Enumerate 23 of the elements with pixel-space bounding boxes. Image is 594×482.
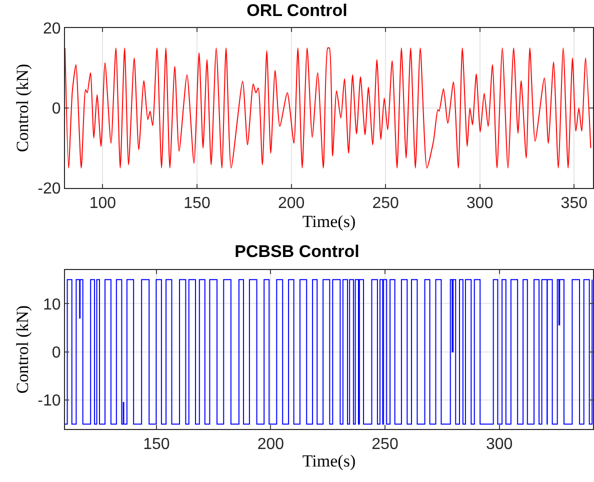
chart-title: ORL Control bbox=[246, 0, 348, 20]
x-tick-label: 100 bbox=[89, 195, 116, 212]
chart-title: PCBSB Control bbox=[234, 242, 360, 261]
x-tick-label: 150 bbox=[184, 195, 210, 212]
x-tick-label: 200 bbox=[278, 195, 305, 212]
y-tick-label: 0 bbox=[52, 344, 61, 362]
x-tick-label: 250 bbox=[372, 436, 398, 454]
x-axis-title: Time(s) bbox=[302, 452, 356, 471]
x-axis-title: Time(s) bbox=[302, 212, 356, 232]
x-tick-label: 250 bbox=[372, 195, 400, 212]
x-tick-label: 300 bbox=[466, 195, 494, 212]
y-tick-label: 10 bbox=[43, 296, 61, 314]
x-tick-label: 200 bbox=[257, 436, 284, 454]
x-tick-label: 300 bbox=[486, 436, 513, 454]
y-tick-label: -20 bbox=[38, 180, 61, 198]
y-tick-label: -10 bbox=[38, 392, 61, 410]
x-tick-label: 350 bbox=[560, 195, 588, 212]
x-tick-label: 150 bbox=[143, 436, 170, 454]
y-axis-title: Control (kN) bbox=[13, 305, 32, 394]
y-tick-label: 20 bbox=[43, 20, 61, 38]
y-axis-title: Control (kN) bbox=[13, 64, 32, 152]
line-series bbox=[65, 48, 592, 168]
y-tick-label: 0 bbox=[52, 100, 61, 118]
